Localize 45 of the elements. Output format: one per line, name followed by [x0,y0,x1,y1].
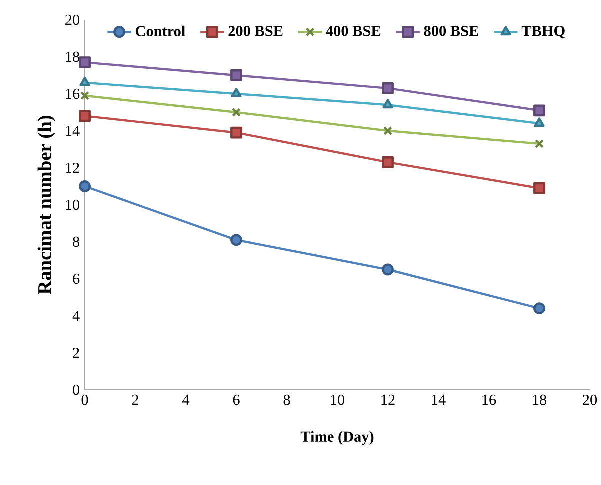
y-tick-label: 10 [66,200,80,210]
y-tick-label: 6 [73,274,80,284]
point [79,56,91,69]
y-axis-title: Rancimat number (h) [38,116,56,295]
point [230,234,242,246]
point [80,76,90,86]
point [534,182,546,194]
point [382,99,394,109]
point [79,110,91,122]
point [382,82,394,94]
x-tick-label: 0 [82,394,88,406]
y-tick-label: 4 [72,311,80,322]
point [230,126,242,139]
y-tick-label: 8 [73,236,80,248]
x-axis-title: Time (Day) [300,431,374,446]
point [534,302,546,315]
legend-label: Control [136,26,186,37]
y-tick-label: 0 [73,384,80,396]
y-tick-label: 16 [66,88,80,100]
x-tick-label: 16 [482,394,496,406]
point [534,104,546,117]
x-tick-label: 18 [533,394,547,406]
x-tick-label: 6 [233,394,240,406]
legend-label: 400 BSE [326,26,381,36]
x-tick-label: 4 [182,394,190,405]
x-tick-label: 14 [432,394,446,405]
x-tick-label: 10 [331,394,345,406]
legend-label: 800 BSE [424,26,478,36]
y-tick-label: 18 [66,52,80,62]
point [382,264,394,276]
x-tick-label: 2 [132,394,138,405]
x-tick-label: 8 [284,394,290,406]
point [79,180,91,192]
point [382,156,394,168]
x-tick-label: 12 [382,394,395,405]
legend-label: TBHQ [522,26,565,39]
y-tick-label: 2 [73,348,80,358]
y-tick-label: 14 [66,126,80,136]
point [231,88,242,98]
legend-label: 200 BSE [228,26,283,36]
y-tick-label: 20 [66,14,80,26]
point [230,70,242,82]
point [534,118,545,128]
x-tick-label: 20 [583,394,598,406]
y-tick-label: 12 [66,162,80,174]
